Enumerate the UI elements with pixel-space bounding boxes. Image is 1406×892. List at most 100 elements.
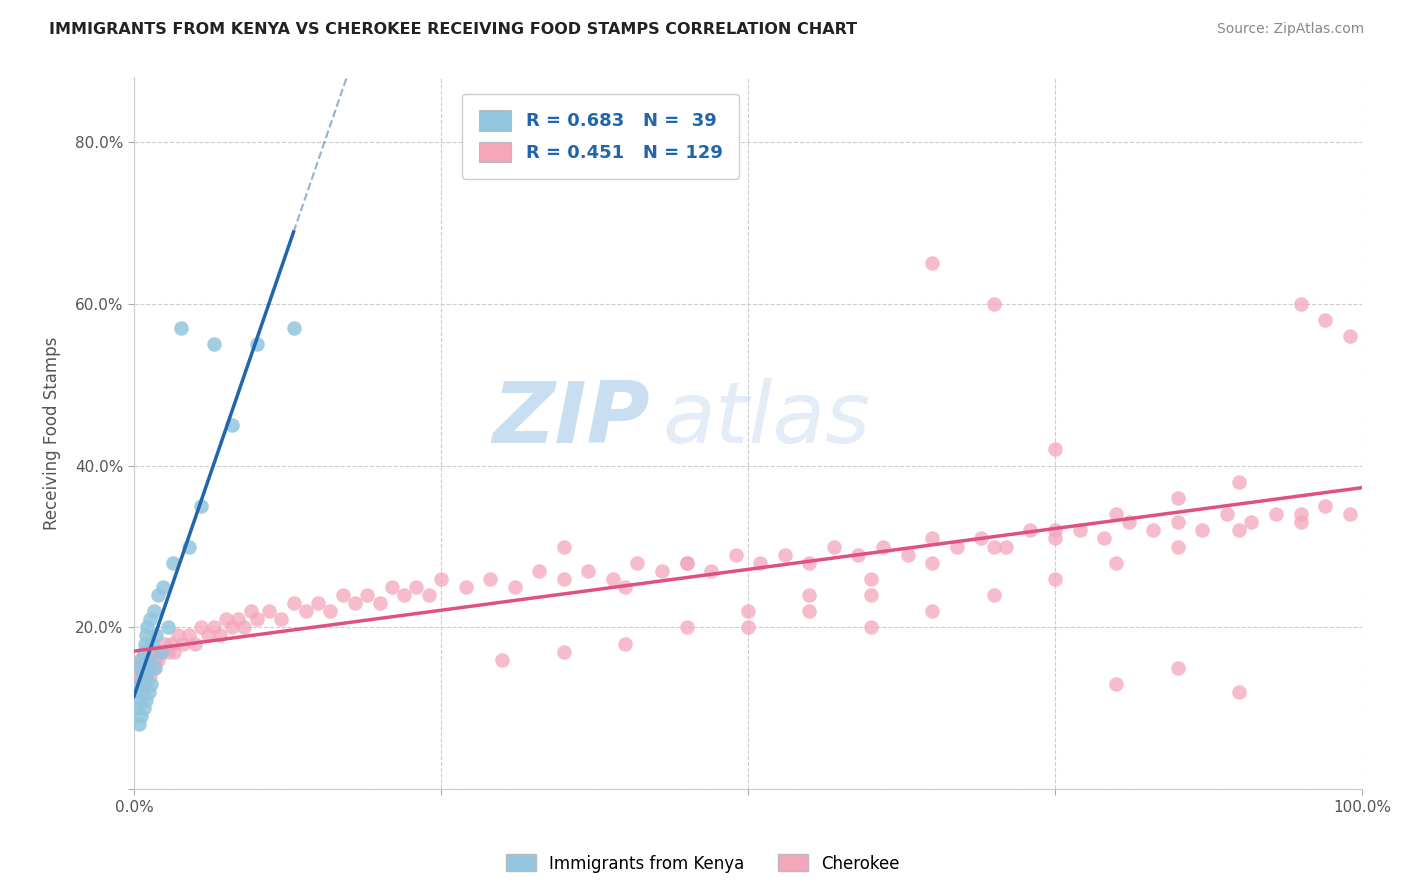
Point — [921, 556, 943, 570]
Point — [356, 588, 378, 602]
Point — [129, 677, 152, 691]
Point — [700, 564, 723, 578]
Point — [823, 540, 845, 554]
Point — [418, 588, 440, 602]
Point — [143, 661, 166, 675]
Point — [132, 677, 155, 691]
Point — [614, 580, 637, 594]
Point — [129, 653, 152, 667]
Point — [136, 661, 159, 675]
Point — [1167, 515, 1189, 529]
Point — [799, 588, 821, 602]
Point — [1043, 572, 1066, 586]
Point — [1289, 515, 1312, 529]
Point — [202, 337, 225, 351]
Point — [202, 620, 225, 634]
Point — [527, 564, 550, 578]
Point — [675, 620, 697, 634]
Point — [553, 645, 575, 659]
Point — [149, 645, 172, 659]
Point — [125, 701, 148, 715]
Point — [190, 620, 212, 634]
Point — [139, 677, 162, 691]
Point — [602, 572, 624, 586]
Point — [553, 540, 575, 554]
Point — [1069, 524, 1091, 538]
Y-axis label: Receiving Food Stamps: Receiving Food Stamps — [44, 336, 60, 530]
Point — [1339, 329, 1361, 343]
Point — [1227, 475, 1250, 489]
Point — [208, 628, 231, 642]
Point — [983, 297, 1005, 311]
Point — [172, 636, 194, 650]
Point — [614, 636, 637, 650]
Point — [257, 604, 280, 618]
Point — [135, 669, 157, 683]
Text: IMMIGRANTS FROM KENYA VS CHEROKEE RECEIVING FOOD STAMPS CORRELATION CHART: IMMIGRANTS FROM KENYA VS CHEROKEE RECEIV… — [49, 22, 858, 37]
Point — [131, 661, 153, 675]
Point — [1227, 685, 1250, 699]
Point — [897, 548, 920, 562]
Point — [994, 540, 1017, 554]
Point — [651, 564, 673, 578]
Point — [1265, 507, 1288, 521]
Point — [1092, 532, 1115, 546]
Point — [1043, 524, 1066, 538]
Point — [128, 661, 150, 675]
Text: atlas: atlas — [662, 377, 870, 460]
Point — [1167, 491, 1189, 505]
Point — [215, 612, 238, 626]
Point — [153, 636, 176, 650]
Point — [145, 628, 167, 642]
Point — [945, 540, 967, 554]
Legend: R = 0.683   N =  39, R = 0.451   N = 129: R = 0.683 N = 39, R = 0.451 N = 129 — [463, 94, 738, 178]
Point — [283, 596, 305, 610]
Point — [127, 685, 149, 699]
Point — [737, 620, 759, 634]
Point — [129, 709, 152, 723]
Point — [131, 685, 153, 699]
Point — [125, 669, 148, 683]
Point — [491, 653, 513, 667]
Point — [226, 612, 249, 626]
Point — [129, 653, 152, 667]
Point — [1191, 524, 1213, 538]
Point — [479, 572, 502, 586]
Point — [381, 580, 404, 594]
Point — [157, 620, 180, 634]
Point — [163, 645, 186, 659]
Point — [139, 669, 162, 683]
Point — [128, 717, 150, 731]
Point — [221, 418, 243, 433]
Point — [129, 693, 152, 707]
Point — [503, 580, 526, 594]
Point — [1105, 507, 1128, 521]
Point — [139, 612, 162, 626]
Point — [135, 669, 157, 683]
Point — [1043, 442, 1066, 457]
Point — [1167, 540, 1189, 554]
Point — [135, 628, 157, 642]
Point — [332, 588, 354, 602]
Point — [190, 499, 212, 513]
Point — [675, 556, 697, 570]
Point — [184, 636, 207, 650]
Point — [239, 604, 262, 618]
Point — [143, 653, 166, 667]
Point — [307, 596, 329, 610]
Point — [179, 628, 201, 642]
Point — [430, 572, 453, 586]
Point — [1240, 515, 1263, 529]
Point — [983, 540, 1005, 554]
Point — [179, 540, 201, 554]
Point — [167, 628, 190, 642]
Point — [138, 653, 160, 667]
Point — [921, 532, 943, 546]
Point — [221, 620, 243, 634]
Point — [145, 645, 167, 659]
Point — [576, 564, 599, 578]
Point — [149, 645, 172, 659]
Point — [675, 556, 697, 570]
Text: Source: ZipAtlas.com: Source: ZipAtlas.com — [1216, 22, 1364, 37]
Point — [454, 580, 477, 594]
